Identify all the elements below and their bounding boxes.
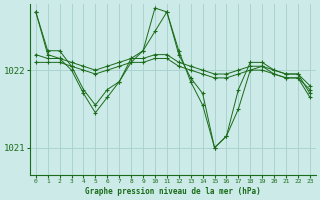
X-axis label: Graphe pression niveau de la mer (hPa): Graphe pression niveau de la mer (hPa): [85, 187, 261, 196]
